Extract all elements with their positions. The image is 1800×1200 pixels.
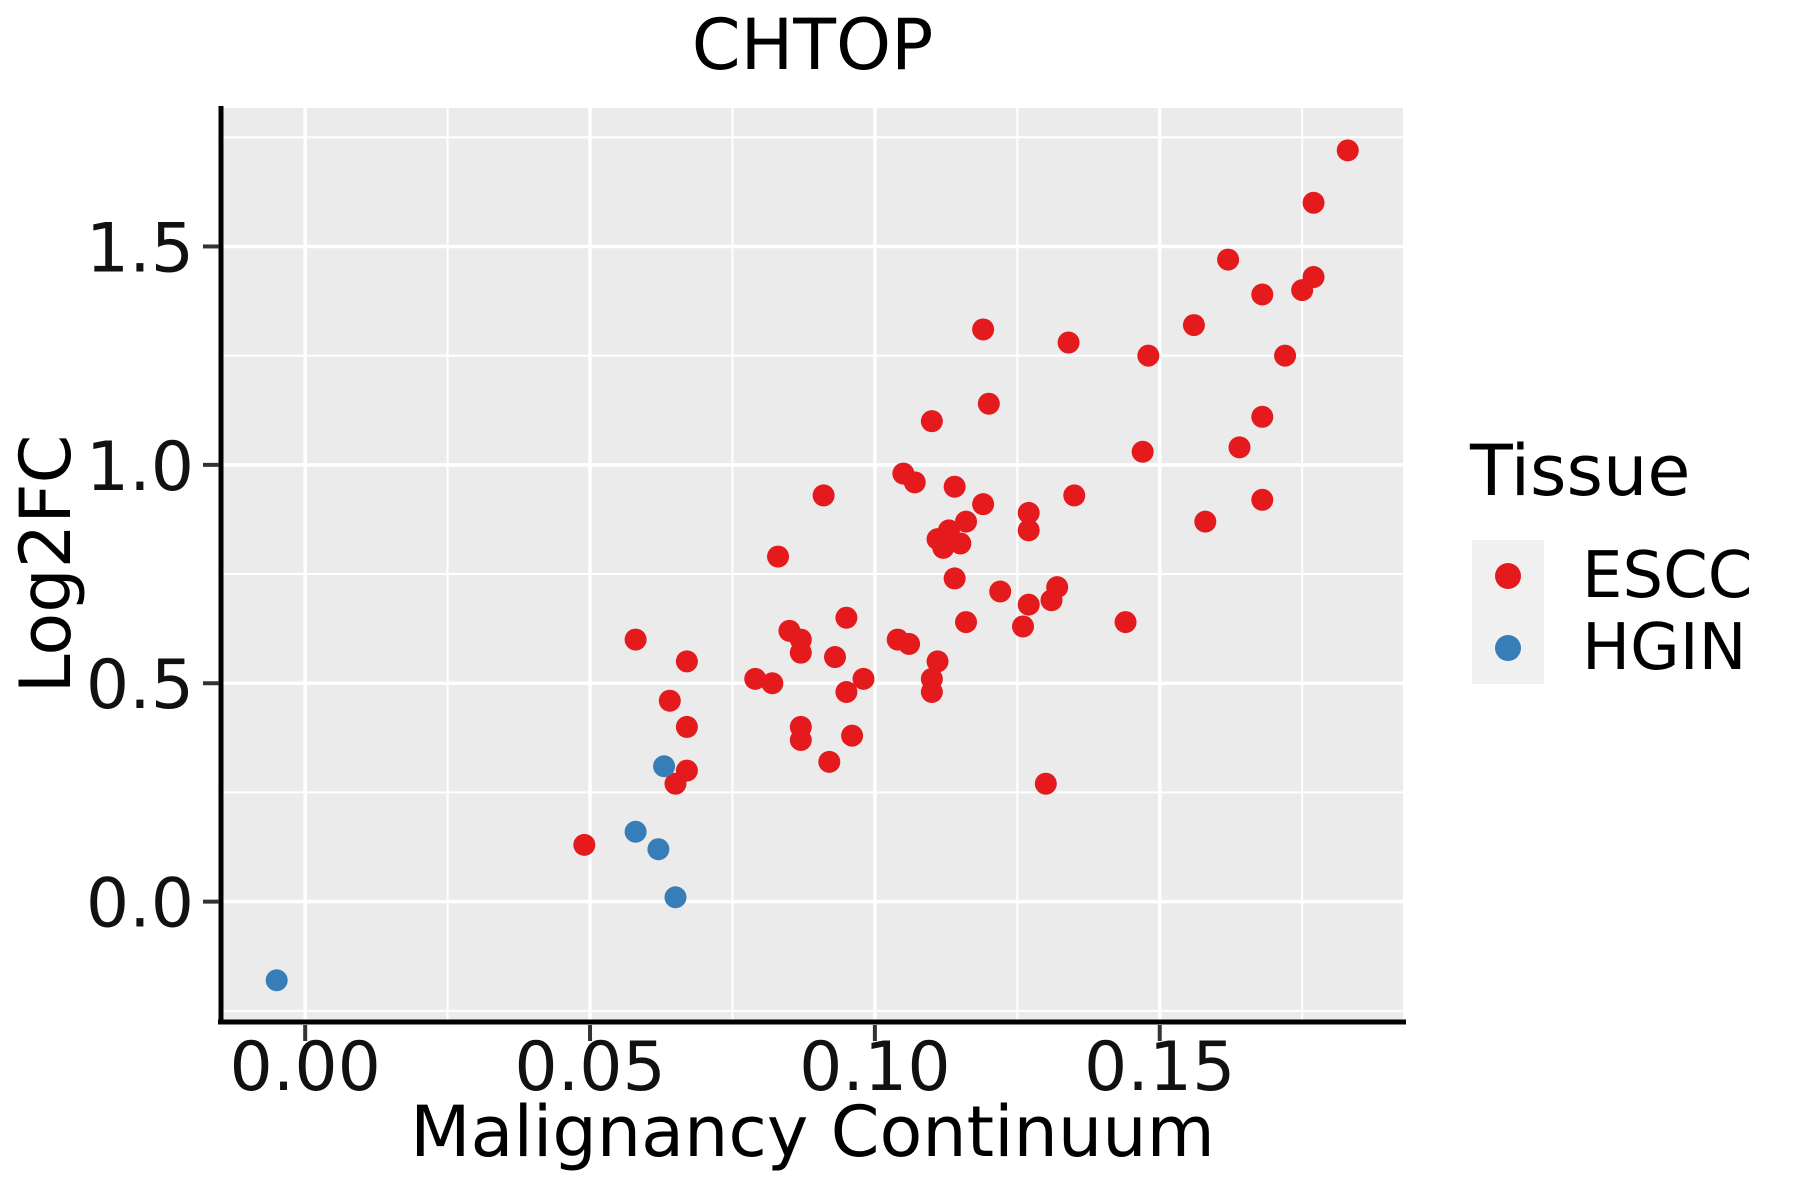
x-tick-label: 0.00 bbox=[229, 1028, 380, 1107]
data-point-escc bbox=[926, 650, 949, 673]
x-tick-label: 0.05 bbox=[514, 1028, 665, 1107]
legend-key-hgin bbox=[1472, 612, 1544, 684]
data-point-escc bbox=[1131, 440, 1154, 463]
data-point-escc bbox=[1251, 488, 1274, 511]
data-point-hgin bbox=[653, 755, 676, 778]
data-point-escc bbox=[972, 493, 995, 516]
data-point-escc bbox=[1063, 484, 1086, 507]
data-point-escc bbox=[852, 667, 875, 690]
data-point-escc bbox=[1034, 772, 1057, 795]
data-point-escc bbox=[1137, 344, 1160, 367]
data-point-escc bbox=[818, 750, 841, 773]
x-axis-title: Malignancy Continuum bbox=[410, 1091, 1215, 1173]
data-point-escc bbox=[841, 724, 864, 747]
data-point-escc bbox=[989, 580, 1012, 603]
data-point-escc bbox=[675, 650, 698, 673]
data-point-escc bbox=[1182, 314, 1205, 337]
legend-key-escc bbox=[1472, 540, 1544, 612]
data-point-escc bbox=[920, 410, 943, 433]
x-tick-label: 0.15 bbox=[1084, 1028, 1235, 1107]
data-point-escc bbox=[767, 545, 790, 568]
data-point-escc bbox=[932, 536, 955, 559]
y-tick-label: 1.5 bbox=[86, 209, 194, 288]
data-point-escc bbox=[761, 672, 784, 695]
y-tick-label: 0.0 bbox=[86, 865, 194, 944]
data-point-escc bbox=[977, 392, 1000, 415]
legend-title: Tissue bbox=[1470, 430, 1691, 512]
y-tick-label: 0.5 bbox=[86, 646, 194, 725]
data-point-escc bbox=[624, 628, 647, 651]
data-point-escc bbox=[1012, 615, 1035, 638]
escc-point-icon bbox=[1495, 563, 1521, 589]
data-point-escc bbox=[1017, 593, 1040, 616]
y-tick-label: 1.0 bbox=[86, 428, 194, 507]
data-point-escc bbox=[1274, 344, 1297, 367]
data-point-escc bbox=[1228, 436, 1251, 459]
data-point-escc bbox=[835, 606, 858, 629]
data-point-escc bbox=[744, 667, 767, 690]
data-point-escc bbox=[1336, 139, 1359, 162]
data-point-escc bbox=[573, 833, 596, 856]
x-tick-label: 0.10 bbox=[799, 1028, 950, 1107]
hgin-point-icon bbox=[1495, 635, 1521, 661]
data-point-hgin bbox=[664, 886, 687, 909]
data-point-escc bbox=[835, 680, 858, 703]
data-point-hgin bbox=[265, 969, 288, 992]
data-point-escc bbox=[898, 632, 921, 655]
data-point-escc bbox=[949, 532, 972, 555]
data-point-escc bbox=[955, 611, 978, 634]
data-point-escc bbox=[943, 475, 966, 498]
data-point-escc bbox=[812, 484, 835, 507]
data-point-escc bbox=[1040, 589, 1063, 612]
data-point-escc bbox=[1114, 611, 1137, 634]
data-point-escc bbox=[1057, 331, 1080, 354]
data-point-escc bbox=[903, 471, 926, 494]
data-point-escc bbox=[789, 641, 812, 664]
data-point-escc bbox=[824, 646, 847, 669]
data-point-escc bbox=[675, 715, 698, 738]
data-point-escc bbox=[943, 567, 966, 590]
data-point-escc bbox=[1217, 248, 1240, 271]
data-point-escc bbox=[972, 318, 995, 341]
data-point-escc bbox=[1302, 266, 1325, 289]
data-point-escc bbox=[1302, 191, 1325, 214]
data-point-escc bbox=[1194, 510, 1217, 533]
data-point-escc bbox=[664, 772, 687, 795]
legend-label-escc: ESCC bbox=[1582, 539, 1753, 613]
data-point-escc bbox=[1251, 283, 1274, 306]
data-point-escc bbox=[789, 729, 812, 752]
data-point-escc bbox=[658, 689, 681, 712]
data-point-escc bbox=[955, 510, 978, 533]
data-point-hgin bbox=[647, 838, 670, 861]
chart-title: CHTOP bbox=[691, 4, 934, 86]
legend-label-hgin: HGIN bbox=[1582, 611, 1747, 685]
panel-background bbox=[222, 108, 1403, 1020]
data-point-escc bbox=[1017, 501, 1040, 524]
data-point-escc bbox=[920, 680, 943, 703]
data-point-escc bbox=[1251, 405, 1274, 428]
data-point-hgin bbox=[624, 820, 647, 843]
data-point-escc bbox=[1017, 519, 1040, 542]
